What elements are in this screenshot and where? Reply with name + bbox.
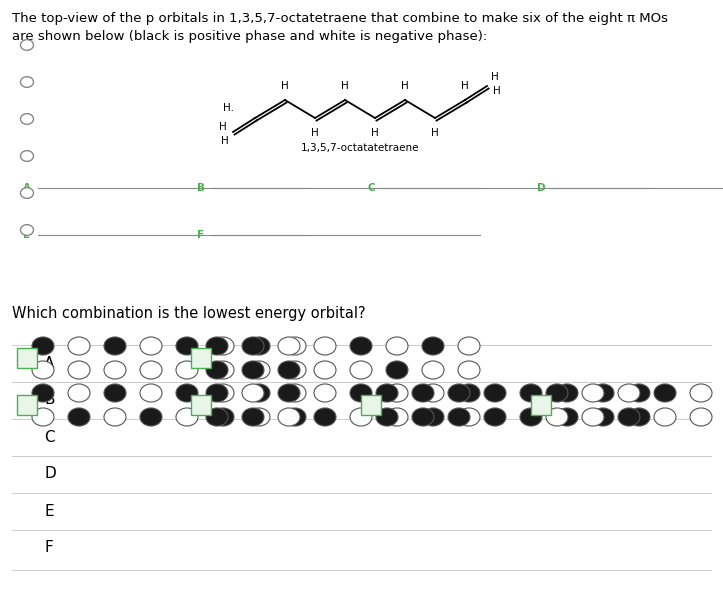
Text: B: B: [44, 393, 54, 407]
Text: H: H: [493, 86, 501, 96]
Text: H: H: [311, 128, 319, 138]
Text: H: H: [371, 128, 379, 138]
Text: The top-view of the p orbitals in 1,3,5,7-octatetraene that combine to make six : The top-view of the p orbitals in 1,3,5,…: [12, 12, 668, 25]
Text: C: C: [367, 183, 375, 193]
Text: B: B: [197, 183, 205, 193]
Text: F: F: [197, 230, 205, 240]
Text: D: D: [536, 183, 545, 193]
Text: H: H: [221, 136, 229, 146]
Text: H: H: [401, 81, 409, 91]
Text: H: H: [219, 122, 227, 132]
Text: 1,3,5,7-octatatetraene: 1,3,5,7-octatatetraene: [301, 143, 419, 153]
Text: H: H: [281, 81, 289, 91]
Text: E: E: [44, 503, 54, 518]
Text: H: H: [461, 81, 469, 91]
Text: H.: H.: [223, 103, 234, 113]
Text: are shown below (black is positive phase and white is negative phase):: are shown below (black is positive phase…: [12, 30, 487, 43]
Text: Which combination is the lowest energy orbital?: Which combination is the lowest energy o…: [12, 306, 366, 321]
Text: F: F: [44, 540, 53, 556]
Text: D: D: [44, 467, 56, 482]
Text: C: C: [44, 429, 55, 445]
Text: A: A: [44, 355, 54, 371]
Text: H: H: [341, 81, 349, 91]
Text: E: E: [23, 230, 30, 240]
Text: H: H: [431, 128, 439, 138]
Text: H: H: [491, 72, 499, 82]
Text: A: A: [23, 183, 31, 193]
